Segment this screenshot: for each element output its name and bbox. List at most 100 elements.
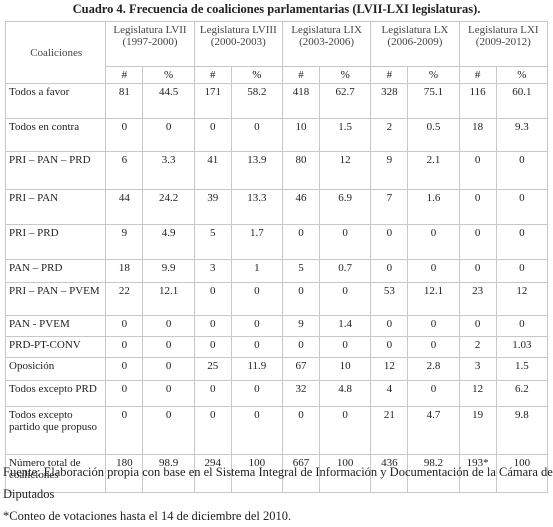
cell: 44.5	[142, 83, 195, 119]
cell: 39	[193, 189, 232, 225]
cell: 5	[193, 224, 232, 260]
cell: 0	[281, 406, 321, 455]
row-label: PAN - PVEM	[4, 315, 107, 337]
cell: 46	[281, 189, 321, 225]
table-row: PRI – PAN – PVEM 22 12.1 0 0 0 0 53 12.1 23 12	[4, 282, 549, 316]
cell: 0	[193, 406, 232, 455]
cell: 9	[281, 315, 321, 337]
cell: 18	[105, 259, 144, 283]
table-row: PRI – PAN 44 24.2 39 13.3 46 6.9 7 1.6 0 0	[4, 189, 549, 225]
cell: 1.5	[495, 357, 549, 381]
cell: 294	[193, 454, 232, 493]
cell: 12	[370, 357, 409, 381]
cell: 0	[230, 315, 283, 337]
cell: 0	[142, 315, 195, 337]
cell: 0	[142, 380, 195, 407]
table-row: PAN - PVEM 0 0 0 0 9 1.4 0 0 0 0	[4, 315, 549, 337]
table-row: Todos a favor 81 44.5 171 58.2 418 62.7 328 75.1…	[4, 83, 549, 119]
cell: 3	[193, 259, 232, 283]
cell: 9.3	[495, 118, 549, 152]
cell: 0	[458, 259, 497, 283]
cell: 0	[319, 282, 372, 316]
cell: 6.9	[319, 189, 372, 225]
cell: 0	[407, 380, 460, 407]
cell: 1.03	[495, 336, 549, 358]
cell: 80	[281, 151, 321, 190]
cell: 5	[281, 259, 321, 283]
row-label: PRD-PT-CONV	[4, 336, 107, 358]
cell: 100	[319, 454, 372, 493]
cell: 0.5	[407, 118, 460, 152]
table-row: PRI – PRD 9 4.9 5 1.7 0 0 0 0 0 0	[4, 224, 549, 260]
cell: 0	[193, 282, 232, 316]
cell: 0	[142, 118, 195, 152]
cell: 1.6	[407, 189, 460, 225]
cell: 0	[281, 282, 321, 316]
cell: 6.2	[495, 380, 549, 407]
cell: 0	[319, 336, 372, 358]
cell: 180	[105, 454, 144, 493]
cell: 12.1	[142, 282, 195, 316]
subheader-cell: %	[319, 66, 372, 84]
header-cell: Legislatura LVII (1997-2000)	[105, 21, 195, 67]
cell: 0	[458, 224, 497, 260]
cell: 7	[370, 189, 409, 225]
cell: 2.8	[407, 357, 460, 381]
cell: 0	[230, 282, 283, 316]
cell: 171	[193, 83, 232, 119]
subheader-cell: %	[230, 66, 283, 84]
cell: 0	[193, 118, 232, 152]
cell: 0	[105, 357, 144, 381]
cell: 436	[370, 454, 409, 493]
cell: 0	[105, 118, 144, 152]
cell: 116	[458, 83, 497, 119]
cell: 19	[458, 406, 497, 455]
cell: 193*	[458, 454, 497, 493]
cell: 98.9	[142, 454, 195, 493]
subheader-cell: #	[193, 66, 232, 84]
cell: 62.7	[319, 83, 372, 119]
cell: 18	[458, 118, 497, 152]
cell: 0	[407, 259, 460, 283]
subheader-cell: #	[370, 66, 409, 84]
cell: 0	[105, 336, 144, 358]
cell: 0	[142, 336, 195, 358]
cell: 0	[407, 315, 460, 337]
cell: 0	[193, 336, 232, 358]
subheader-cell: %	[142, 66, 195, 84]
cell: 67	[281, 357, 321, 381]
table-row: PRD-PT-CONV 0 0 0 0 0 0 0 0 2 1.03	[4, 336, 549, 358]
cell: 21	[370, 406, 409, 455]
cell: 0	[370, 315, 409, 337]
cell: 0	[105, 315, 144, 337]
cell: 4.7	[407, 406, 460, 455]
cell: 9.8	[495, 406, 549, 455]
cell: 81	[105, 83, 144, 119]
cell: 13.3	[230, 189, 283, 225]
row-label: Número total de coaliciones	[4, 454, 107, 493]
row-label: Todos a favor	[4, 83, 107, 119]
row-label: PRI – PAN – PRD	[4, 151, 107, 190]
footer: Fuente: Elaboración propia con base en e…	[3, 461, 553, 527]
cell: 0	[281, 224, 321, 260]
cell: 0	[105, 406, 144, 455]
cell: 0	[319, 406, 372, 455]
row-label: PRI – PAN – PVEM	[4, 282, 107, 316]
header-cell: Coaliciones	[4, 21, 107, 84]
header-cell: Legislatura LIX (2003-2006)	[281, 21, 372, 67]
cell: 3	[458, 357, 497, 381]
cell: 10	[319, 357, 372, 381]
cell: 0	[230, 380, 283, 407]
cell: 12	[319, 151, 372, 190]
cell: 0	[495, 259, 549, 283]
table-row: Todos excepto partido que propuso 0 0 0 0 0 0 2…	[4, 406, 549, 455]
cell: 100	[495, 454, 549, 493]
subheader-cell: %	[495, 66, 549, 84]
cell: 12.1	[407, 282, 460, 316]
cell: 100	[230, 454, 283, 493]
cell: 0.7	[319, 259, 372, 283]
footer-line: *Conteo de votaciones hasta el 14 de dic…	[3, 509, 292, 523]
cell: 75.1	[407, 83, 460, 119]
cell: 24.2	[142, 189, 195, 225]
